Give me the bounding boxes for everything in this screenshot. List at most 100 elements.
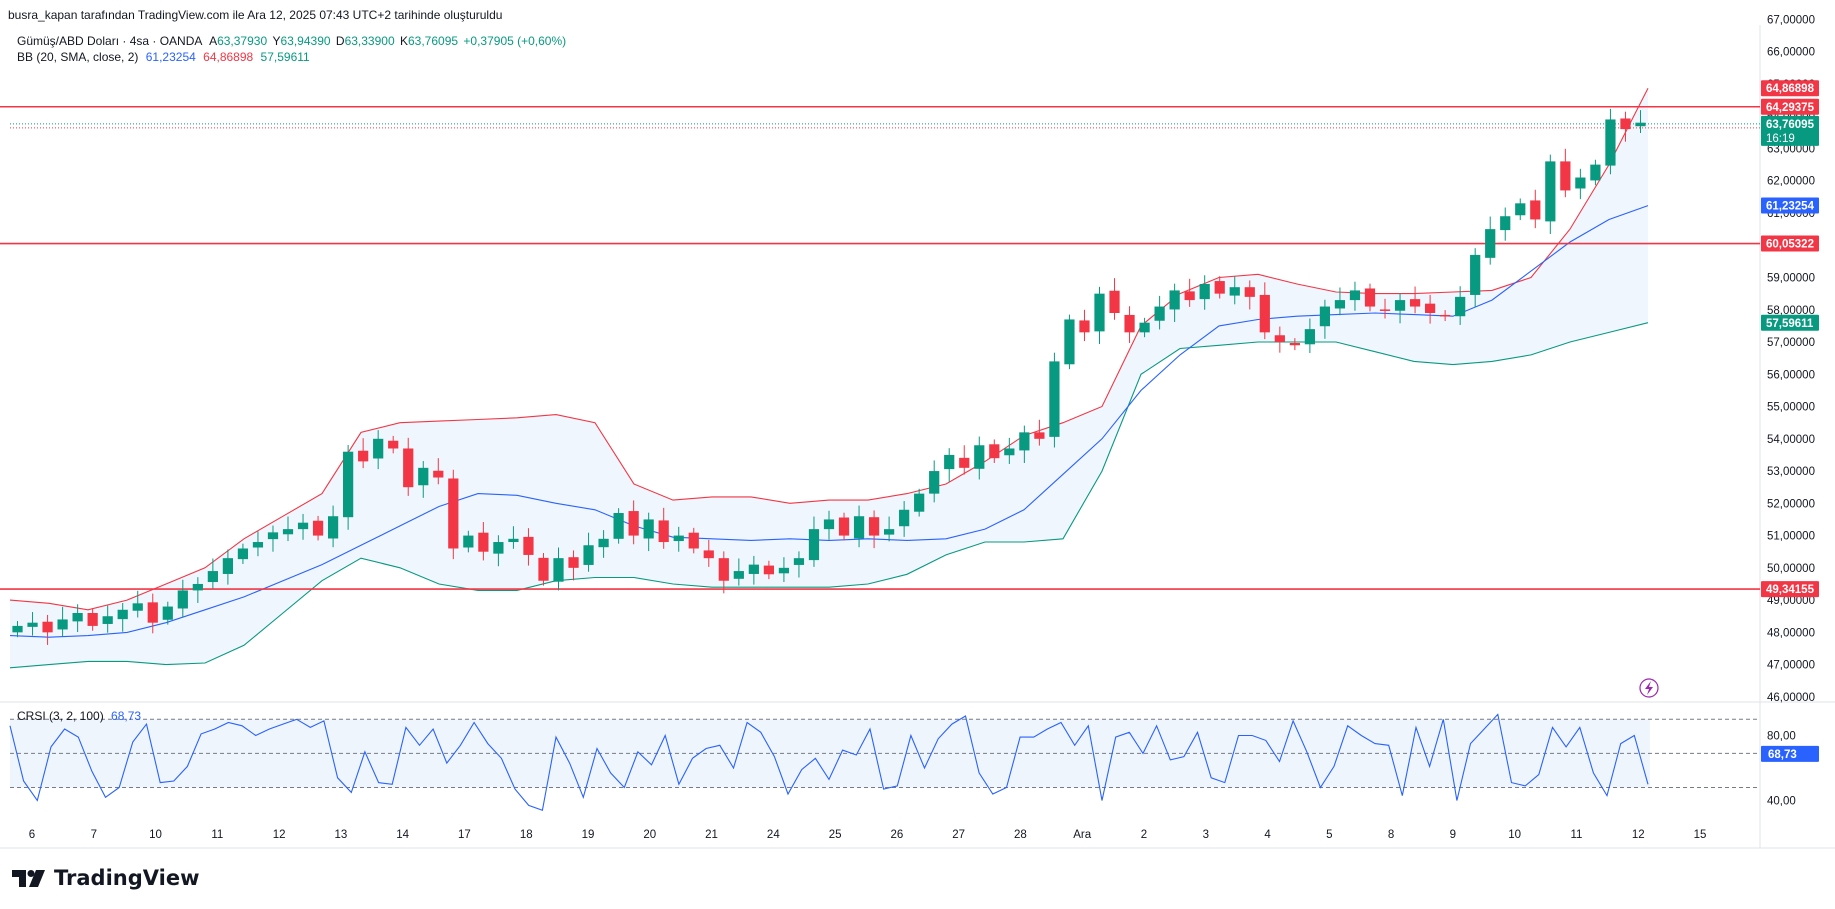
crsi-line[interactable] xyxy=(9,713,1649,812)
candle-body[interactable] xyxy=(192,583,203,591)
candle-body[interactable] xyxy=(162,606,173,620)
candle-body[interactable] xyxy=(42,621,53,633)
candle-body[interactable] xyxy=(1049,361,1060,437)
candle-body[interactable] xyxy=(1109,290,1120,313)
candle-body[interactable] xyxy=(914,493,925,512)
candle-body[interactable] xyxy=(853,516,865,539)
candle-body[interactable] xyxy=(102,616,113,624)
candle-body[interactable] xyxy=(448,478,459,549)
candle-body[interactable] xyxy=(688,532,699,549)
candle-body[interactable] xyxy=(27,622,38,627)
candle-body[interactable] xyxy=(808,529,820,561)
candle-body[interactable] xyxy=(1139,322,1150,333)
candle-body[interactable] xyxy=(718,558,729,581)
candle-body[interactable] xyxy=(388,440,399,449)
candle-body[interactable] xyxy=(823,519,835,530)
candle-body[interactable] xyxy=(177,590,188,609)
candle-body[interactable] xyxy=(748,564,759,574)
candle-body[interactable] xyxy=(433,470,444,478)
candle-body[interactable] xyxy=(523,536,534,555)
candle-body[interactable] xyxy=(463,535,474,548)
candle-body[interactable] xyxy=(598,538,609,548)
candle-body[interactable] xyxy=(703,550,714,559)
candle-body[interactable] xyxy=(343,451,354,518)
candle-body[interactable] xyxy=(538,557,549,581)
candle-body[interactable] xyxy=(1530,200,1541,220)
candle-body[interactable] xyxy=(1349,290,1361,301)
candle-body[interactable] xyxy=(553,558,564,582)
candle-body[interactable] xyxy=(778,567,790,574)
candle-body[interactable] xyxy=(358,450,369,462)
candle-body[interactable] xyxy=(1004,448,1015,456)
candle-body[interactable] xyxy=(327,516,339,539)
candle-body[interactable] xyxy=(1394,300,1406,311)
candle-body[interactable] xyxy=(1379,309,1391,311)
candle-body[interactable] xyxy=(147,602,158,623)
candle-body[interactable] xyxy=(1214,281,1225,294)
candle-body[interactable] xyxy=(733,571,744,579)
candle-body[interactable] xyxy=(403,448,414,488)
lightning-bolt-icon[interactable] xyxy=(1639,678,1659,698)
candle-body[interactable] xyxy=(763,565,774,575)
candle-body[interactable] xyxy=(1259,294,1270,333)
candle-body[interactable] xyxy=(989,444,1000,459)
candle-body[interactable] xyxy=(1620,118,1631,130)
candle-body[interactable] xyxy=(1304,329,1315,345)
candle-body[interactable] xyxy=(1605,119,1616,166)
candle-body[interactable] xyxy=(568,557,579,568)
candle-body[interactable] xyxy=(1184,291,1195,301)
candle-body[interactable] xyxy=(1424,303,1436,313)
candle-body[interactable] xyxy=(12,625,23,633)
candle-body[interactable] xyxy=(312,520,324,536)
candle-body[interactable] xyxy=(1154,306,1165,321)
bb-title[interactable]: BB (20, SMA, close, 2) xyxy=(17,50,139,64)
candle-body[interactable] xyxy=(583,545,594,565)
candle-body[interactable] xyxy=(508,538,519,543)
candle-body[interactable] xyxy=(1169,290,1180,310)
candle-body[interactable] xyxy=(1019,432,1030,451)
candle-body[interactable] xyxy=(974,445,985,469)
candle-body[interactable] xyxy=(613,513,624,539)
candle-body[interactable] xyxy=(1319,306,1331,327)
crsi-title[interactable]: CRSI (3, 2, 100) xyxy=(17,709,104,723)
candle-body[interactable] xyxy=(1034,432,1045,439)
candle-body[interactable] xyxy=(1064,319,1075,365)
candle-body[interactable] xyxy=(282,529,294,535)
candle-body[interactable] xyxy=(72,613,83,622)
candle-body[interactable] xyxy=(132,603,143,611)
candle-body[interactable] xyxy=(1590,164,1601,181)
candle-body[interactable] xyxy=(868,517,880,536)
candle-body[interactable] xyxy=(1229,287,1240,296)
candle-body[interactable] xyxy=(267,532,279,540)
candle-body[interactable] xyxy=(1244,287,1255,297)
candle-body[interactable] xyxy=(207,571,218,583)
tradingview-logo[interactable]: TradingView xyxy=(12,866,199,890)
candle-body[interactable] xyxy=(1575,177,1586,189)
candle-body[interactable] xyxy=(297,522,309,530)
candle-body[interactable] xyxy=(1485,229,1496,258)
candle-body[interactable] xyxy=(899,509,910,527)
candle-body[interactable] xyxy=(1094,293,1105,332)
candle-body[interactable] xyxy=(237,548,249,560)
candle-body[interactable] xyxy=(1560,161,1571,191)
candle-body[interactable] xyxy=(117,609,128,620)
candle-body[interactable] xyxy=(57,619,68,630)
candle-body[interactable] xyxy=(1079,320,1090,333)
candle-body[interactable] xyxy=(1199,283,1210,300)
candle-body[interactable] xyxy=(1409,299,1421,307)
symbol-title[interactable]: Gümüş/ABD Doları · 4sa · OANDA xyxy=(17,34,202,48)
candle-body[interactable] xyxy=(884,529,895,535)
candle-body[interactable] xyxy=(673,535,684,542)
candle-body[interactable] xyxy=(1274,335,1285,343)
candle-body[interactable] xyxy=(252,542,264,548)
candle-body[interactable] xyxy=(628,511,639,536)
candle-body[interactable] xyxy=(418,467,429,486)
candle-body[interactable] xyxy=(838,517,850,536)
candle-body[interactable] xyxy=(959,457,970,468)
candle-body[interactable] xyxy=(658,520,669,543)
candle-body[interactable] xyxy=(643,519,654,539)
candle-body[interactable] xyxy=(929,471,940,494)
candle-body[interactable] xyxy=(87,613,98,626)
candle-body[interactable] xyxy=(1545,161,1556,222)
